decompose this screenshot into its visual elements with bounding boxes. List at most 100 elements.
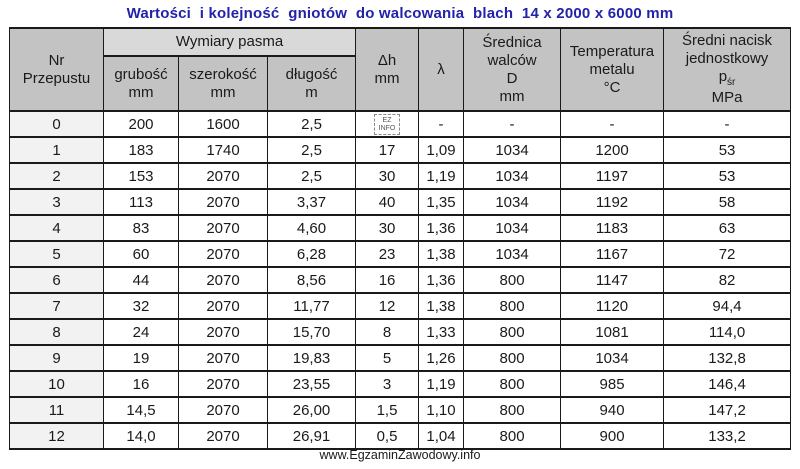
table-cell: 1,19: [418, 370, 465, 398]
pass-number-cell: 4: [9, 214, 104, 242]
watermark-text: www.EgzaminZawodowy.info: [319, 448, 481, 462]
pass-number-cell: 9: [9, 344, 104, 372]
pass-number-cell: 10: [9, 370, 104, 398]
table-row: 11 14,5 2070 26,00 1,5 1,10 800 940 147,2: [9, 396, 792, 424]
pass-schedule-table: Nr Przepustu Wymiary pasma Δh mm λ Średn…: [9, 27, 792, 450]
table-cell: 1740: [178, 136, 268, 164]
table-row: 8 24 2070 15,70 8 1,33 800 1081 114,0: [9, 318, 792, 346]
table-cell: 63: [663, 214, 792, 242]
table-header: Nr Przepustu Wymiary pasma Δh mm λ Średn…: [9, 27, 792, 112]
header-lambda: λ: [418, 27, 465, 112]
pass-number-cell: 5: [9, 240, 104, 268]
table-row: 6 44 2070 8,56 16 1,36 800 1147 82: [9, 266, 792, 294]
table-cell: 8: [355, 318, 420, 346]
table-cell: 24: [103, 318, 179, 346]
table-row: 5 60 2070 6,28 23 1,38 1034 1167 72: [9, 240, 792, 268]
nacisk-symbol: pśr: [718, 68, 736, 88]
table-cell: 14,5: [103, 396, 179, 424]
pass-number-cell: 0: [9, 110, 104, 138]
table-cell: -: [463, 110, 562, 138]
pass-number-cell: 12: [9, 422, 104, 450]
table-cell: 2,5: [266, 110, 357, 138]
table-cell: -: [663, 110, 792, 138]
table-cell: 800: [463, 396, 562, 424]
table-cell: 800: [463, 370, 562, 398]
header-szerokosc: szerokość mm: [178, 55, 268, 112]
table-cell: 2070: [178, 396, 268, 424]
table-cell: 183: [103, 136, 179, 164]
pass-number-cell: 2: [9, 162, 104, 190]
table-cell: 19,83: [266, 344, 357, 372]
header-wymiary-pasma: Wymiary pasma: [102, 27, 357, 57]
table-cell: 985: [560, 370, 665, 398]
header-dlugosc: długość m: [266, 55, 357, 112]
table-cell: 72: [663, 240, 792, 268]
table-cell: 58: [663, 188, 792, 216]
table-cell: 1034: [463, 188, 562, 216]
table-cell: 14,0: [103, 422, 179, 450]
table-cell: 1120: [560, 292, 665, 320]
table-cell: 1147: [560, 266, 665, 294]
table-cell: 2070: [178, 240, 268, 268]
table-cell: 1034: [560, 344, 665, 372]
table-cell: 900: [560, 422, 665, 450]
table-cell: 2,5: [266, 136, 357, 164]
table-cell: 53: [663, 162, 792, 190]
table-cell: 16: [103, 370, 179, 398]
table-cell: 82: [663, 266, 792, 294]
table-cell: 3,37: [266, 188, 357, 216]
pass-number-cell: 3: [9, 188, 104, 216]
pass-number-cell: 11: [9, 396, 104, 424]
header-sredni-nacisk: Średni nacisk jednostkowy pśr MPa: [663, 27, 792, 112]
table-cell: 1081: [560, 318, 665, 346]
table-cell: 800: [463, 318, 562, 346]
table-cell: 113: [103, 188, 179, 216]
table-cell: 32: [103, 292, 179, 320]
table-row: 2 153 2070 2,5 30 1,19 1034 1197 53: [9, 162, 792, 190]
table-cell: 2070: [178, 422, 268, 450]
table-cell: 1200: [560, 136, 665, 164]
table-row: 10 16 2070 23,55 3 1,19 800 985 146,4: [9, 370, 792, 398]
table-cell: 1,04: [418, 422, 465, 450]
table-cell: 0,5: [355, 422, 420, 450]
table-cell: 1034: [463, 214, 562, 242]
table-cell: 12: [355, 292, 420, 320]
table-cell: 16: [355, 266, 420, 294]
table-cell: 147,2: [663, 396, 792, 424]
table-row: 9 19 2070 19,83 5 1,26 800 1034 132,8: [9, 344, 792, 372]
table-row: 3 113 2070 3,37 40 1,35 1034 1192 58: [9, 188, 792, 216]
table-row: 4 83 2070 4,60 30 1,36 1034 1183 63: [9, 214, 792, 242]
table-row: 12 14,0 2070 26,91 0,5 1,04 800 900 133,2: [9, 422, 792, 450]
table-cell: 2,5: [266, 162, 357, 190]
table-cell: 1,09: [418, 136, 465, 164]
table-cell: 23,55: [266, 370, 357, 398]
table-cell: 1,10: [418, 396, 465, 424]
pass-number-cell: 7: [9, 292, 104, 320]
table-cell: 5: [355, 344, 420, 372]
table-cell: 30: [355, 214, 420, 242]
table-cell: 1,35: [418, 188, 465, 216]
header-nacisk-label: Średni nacisk jednostkowy: [682, 32, 773, 67]
table-cell: 153: [103, 162, 179, 190]
table-cell: 133,2: [663, 422, 792, 450]
table-cell: 132,8: [663, 344, 792, 372]
table-cell: 940: [560, 396, 665, 424]
table-cell: 2070: [178, 292, 268, 320]
header-temperatura-metalu: Temperatura metalu °C: [560, 27, 665, 112]
table-cell: 44: [103, 266, 179, 294]
table-cell: 1034: [463, 240, 562, 268]
header-delta-h: Δh mm: [355, 27, 420, 112]
table-cell: 146,4: [663, 370, 792, 398]
table-cell: 1034: [463, 162, 562, 190]
table-cell: 2070: [178, 344, 268, 372]
table-cell: 1,38: [418, 240, 465, 268]
broken-image-placeholder-icon: EZ INFO: [374, 113, 401, 135]
table-cell: 26,91: [266, 422, 357, 450]
table-cell: 23: [355, 240, 420, 268]
table-cell: 1,36: [418, 214, 465, 242]
table-cell: 19: [103, 344, 179, 372]
table-cell: 1,33: [418, 318, 465, 346]
table-cell: 1183: [560, 214, 665, 242]
header-srednica-walcow: Średnica walców D mm: [463, 27, 562, 112]
table-cell: 3: [355, 370, 420, 398]
